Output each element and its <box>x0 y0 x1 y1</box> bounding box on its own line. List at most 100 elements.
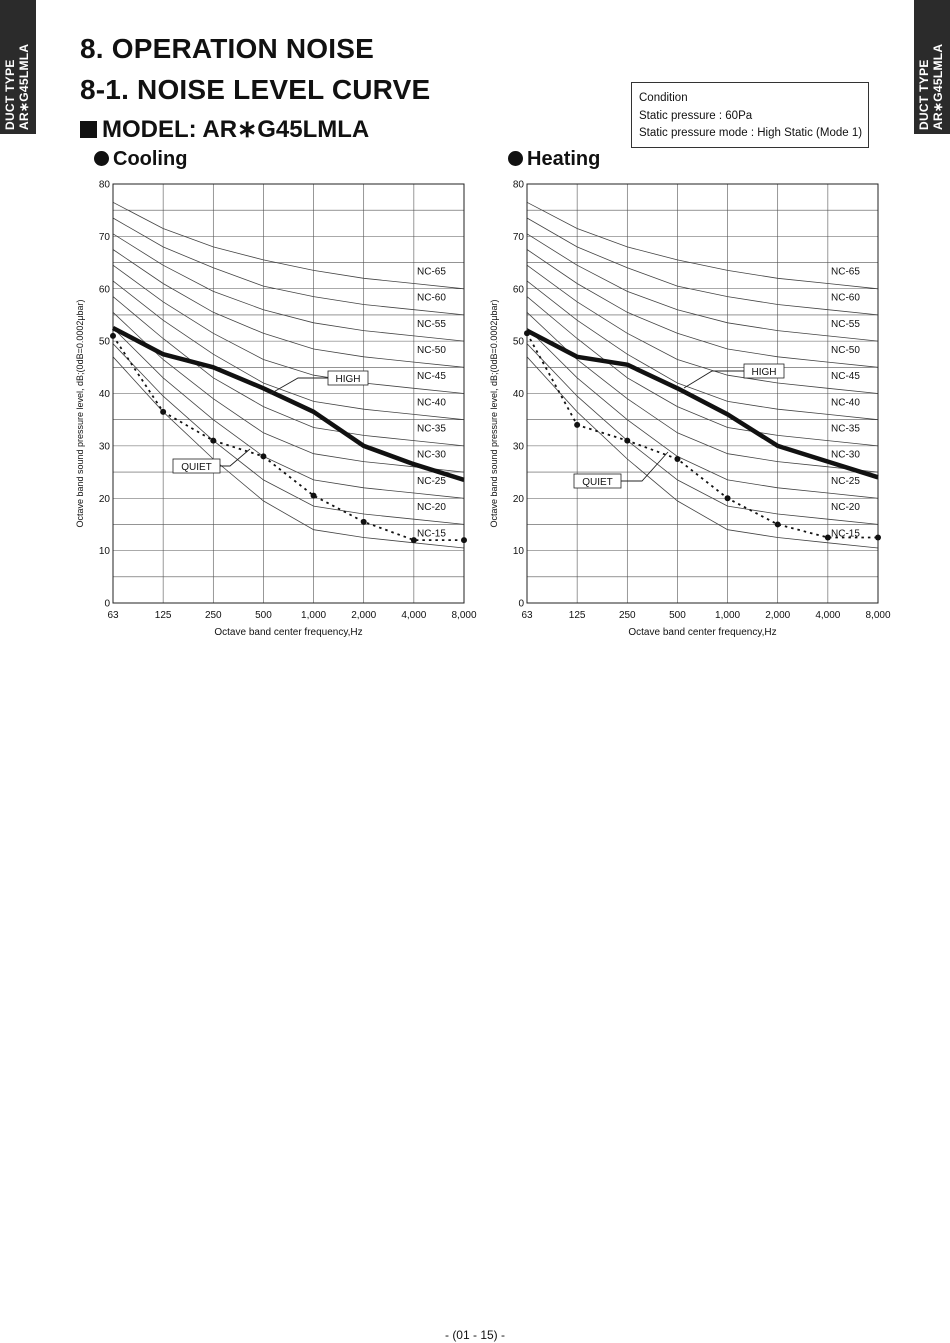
callout-high-leader <box>269 377 328 395</box>
nc-label: NC-55 <box>417 319 446 330</box>
nc-curve <box>526 327 879 499</box>
series-point-quiet <box>461 537 467 544</box>
nc-label: NC-20 <box>831 502 860 513</box>
cooling-plot: NC-65 NC-60 NC-55 NC-50 NC-45 NC-40 NC-35 NC-30… <box>75 180 477 639</box>
x-tick-label: 63 <box>107 610 119 621</box>
y-tick-label: 40 <box>513 389 525 400</box>
nc-label: NC-50 <box>417 345 446 356</box>
condition-title: Condition <box>639 92 688 104</box>
callout-high-leader <box>683 370 744 389</box>
x-tick-label: 1,000 <box>715 610 740 621</box>
nc-curve <box>112 280 465 421</box>
series-point-quiet <box>774 521 781 528</box>
y-tick-label: 60 <box>99 284 111 295</box>
nc-curve <box>526 356 879 549</box>
callout-high-text: HIGH <box>336 374 361 385</box>
y-tick-label: 80 <box>513 180 525 191</box>
heating-title: Heating <box>527 148 601 170</box>
condition-box: Condition Static pressure : 60Pa Static … <box>631 82 869 148</box>
y-tick-label: 20 <box>99 494 111 505</box>
nc-label: NC-50 <box>831 345 860 356</box>
series-point-quiet <box>210 437 217 444</box>
nc-label: NC-65 <box>417 266 446 277</box>
series-point-quiet <box>410 537 417 544</box>
nc-curve <box>112 201 465 290</box>
x-tick-label: 250 <box>205 610 222 621</box>
callout-quiet-text: QUIET <box>181 462 212 473</box>
nc-label: NC-55 <box>831 319 860 330</box>
nc-curve <box>112 356 465 549</box>
x-tick-label: 63 <box>521 610 533 621</box>
y-tick-label: 50 <box>99 337 111 348</box>
nc-curve <box>526 217 879 316</box>
heating-heading: Heating <box>508 148 600 171</box>
x-tick-label: 250 <box>619 610 636 621</box>
series-point-quiet <box>110 332 116 339</box>
cooling-title: Cooling <box>113 148 188 170</box>
cooling-chart: NC-65 NC-60 NC-55 NC-50 NC-45 NC-40 NC-35 NC-30… <box>75 180 477 639</box>
heating-plot: NC-65 NC-60 NC-55 NC-50 NC-45 NC-40 NC-35 NC-30… <box>489 180 891 639</box>
y-tick-label: 0 <box>104 599 110 610</box>
model-title: MODEL: AR∗G45LMLA <box>80 115 369 144</box>
model-label: MODEL: AR∗G45LMLA <box>102 116 370 143</box>
plot-frame <box>526 183 879 604</box>
nc-curve <box>526 343 879 525</box>
y-tick-label: 70 <box>99 232 111 243</box>
y-tick-label: 70 <box>513 232 525 243</box>
nc-label: NC-35 <box>417 424 446 435</box>
callout-quiet-text: QUIET <box>582 477 613 488</box>
y-tick-label: 50 <box>513 337 525 348</box>
series-point-quiet <box>624 437 631 444</box>
side-tab-right: DUCT TYPE AR∗G45LMLA <box>914 0 950 134</box>
nc-label: NC-45 <box>831 371 860 382</box>
callout-quiet-leader <box>621 451 669 482</box>
x-tick-label: 8,000 <box>865 610 890 621</box>
nc-curve <box>112 296 465 447</box>
series-point-quiet <box>160 408 167 415</box>
y-tick-label: 40 <box>99 389 111 400</box>
series-point-quiet <box>360 518 367 525</box>
nc-label: NC-25 <box>417 476 446 487</box>
subsection-title: 8-1. NOISE LEVEL CURVE <box>80 74 431 105</box>
y-tick-label: 80 <box>99 180 111 191</box>
series-point-quiet <box>724 495 731 502</box>
section-title: 8. OPERATION NOISE <box>80 33 375 64</box>
series-point-quiet <box>260 453 267 460</box>
series-line-quiet <box>526 332 878 539</box>
nc-label: NC-45 <box>417 371 446 382</box>
condition-static-pressure: Static pressure : 60Pa <box>639 109 753 122</box>
series-point-quiet <box>875 534 881 541</box>
y-tick-label: 30 <box>99 441 111 452</box>
condition-static-mode: Static pressure mode : High Static (Mode… <box>639 127 863 139</box>
nc-label: NC-20 <box>417 502 446 513</box>
x-axis-label: Octave band center frequency,Hz <box>214 627 362 638</box>
nc-curve <box>526 312 879 473</box>
series-point-quiet <box>574 421 581 428</box>
nc-curve <box>112 327 465 499</box>
side-tab-left: DUCT TYPE AR∗G45LMLA <box>0 0 36 134</box>
nc-label: NC-15 <box>417 528 446 539</box>
nc-curve <box>526 280 879 421</box>
nc-curve <box>526 249 879 368</box>
x-tick-label: 500 <box>669 610 686 621</box>
x-tick-label: 2,000 <box>351 610 376 621</box>
nc-label: NC-35 <box>831 424 860 435</box>
nc-label: NC-65 <box>831 266 860 277</box>
nc-curve <box>112 264 465 394</box>
x-tick-label: 8,000 <box>451 610 476 621</box>
nc-label: NC-40 <box>417 397 446 408</box>
x-tick-label: 4,000 <box>815 610 840 621</box>
x-tick-label: 125 <box>155 610 172 621</box>
nc-label: NC-40 <box>831 397 860 408</box>
bullet-dot-icon <box>94 151 109 166</box>
nc-curve <box>112 343 465 525</box>
bullet-dot-icon <box>508 151 523 166</box>
nc-curve <box>526 233 879 342</box>
callout-high-text: HIGH <box>752 367 777 378</box>
nc-label: NC-25 <box>831 476 860 487</box>
series-point-quiet <box>310 492 317 499</box>
series-point-quiet <box>524 330 530 337</box>
series-point-quiet <box>674 455 681 462</box>
nc-label: NC-60 <box>417 293 446 304</box>
y-axis-label: Octave band sound pressure level, dB;(0d… <box>489 299 499 527</box>
